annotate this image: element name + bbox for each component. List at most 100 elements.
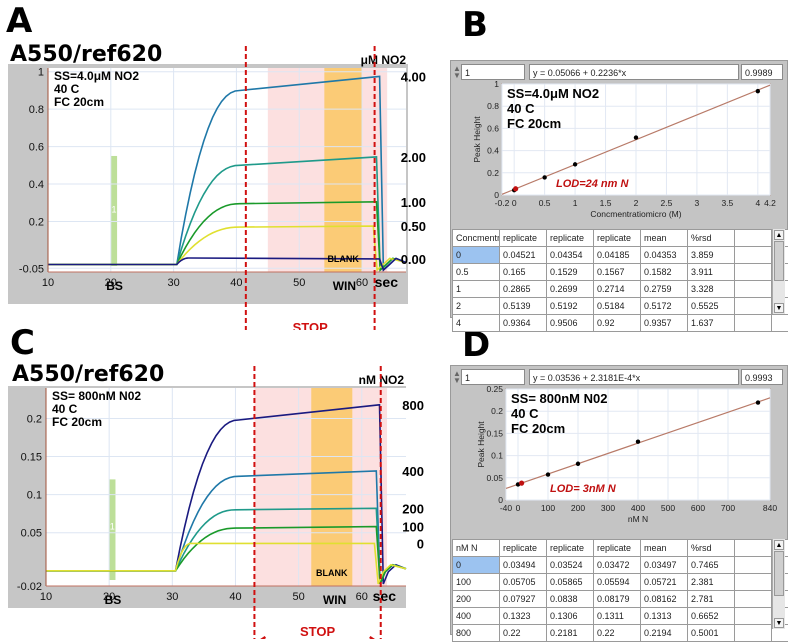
column-header[interactable]: replicate bbox=[547, 540, 594, 557]
y-tick-label: 0.1 bbox=[27, 490, 42, 502]
table-cell[interactable]: 0.9357 bbox=[641, 315, 688, 332]
table-cell[interactable]: 200 bbox=[453, 591, 500, 608]
table-cell[interactable]: 3.328 bbox=[688, 281, 735, 298]
table-cell[interactable]: 0.165 bbox=[500, 264, 547, 281]
table-cell[interactable]: 0.05594 bbox=[594, 574, 641, 591]
fit-equation-field[interactable]: y = 0.03536 + 2.3181E-4*x bbox=[529, 369, 739, 385]
table-cell[interactable]: 0.1567 bbox=[594, 264, 641, 281]
table-cell[interactable]: 0.2714 bbox=[594, 281, 641, 298]
scroll-down-icon[interactable]: ▼ bbox=[774, 618, 784, 628]
table-cell[interactable]: 0.5 bbox=[453, 264, 500, 281]
table-cell[interactable] bbox=[735, 591, 772, 608]
column-header[interactable]: mean bbox=[641, 540, 688, 557]
table-cell[interactable]: 0.5184 bbox=[594, 298, 641, 315]
table-cell[interactable] bbox=[735, 281, 772, 298]
table-cell[interactable]: 0.07927 bbox=[500, 591, 547, 608]
table-cell[interactable]: 0.2699 bbox=[547, 281, 594, 298]
fit-equation-field[interactable]: y = 0.05066 + 0.2236*x bbox=[529, 64, 739, 80]
table-cell[interactable] bbox=[772, 315, 788, 332]
table-cell[interactable]: 0 bbox=[453, 247, 500, 264]
table-cell[interactable]: 1.637 bbox=[688, 315, 735, 332]
index-spinner-icon[interactable]: ▲▼ bbox=[453, 65, 459, 79]
scroll-down-icon[interactable]: ▼ bbox=[774, 303, 784, 313]
table-cell[interactable] bbox=[735, 247, 772, 264]
scroll-thumb[interactable] bbox=[774, 551, 784, 596]
scroll-thumb[interactable] bbox=[774, 241, 784, 281]
column-header[interactable] bbox=[735, 230, 772, 247]
table-cell[interactable]: 0 bbox=[453, 557, 500, 574]
table-cell[interactable]: 0.04185 bbox=[594, 247, 641, 264]
table-cell[interactable]: 0.1306 bbox=[547, 608, 594, 625]
table-cell[interactable]: 2.381 bbox=[688, 574, 735, 591]
table-cell[interactable]: 0.1313 bbox=[641, 608, 688, 625]
fit-index-field[interactable]: 1 bbox=[461, 369, 525, 385]
table-cell[interactable]: 0.9506 bbox=[547, 315, 594, 332]
column-header[interactable]: replicate bbox=[547, 230, 594, 247]
column-header[interactable]: %rsd bbox=[688, 230, 735, 247]
table-cell[interactable]: 0.04354 bbox=[547, 247, 594, 264]
table-b-scrollbar[interactable]: ▲ ▼ bbox=[772, 229, 785, 314]
column-header[interactable]: nM N bbox=[453, 540, 500, 557]
table-cell[interactable]: 400 bbox=[453, 608, 500, 625]
column-header[interactable]: replicate bbox=[500, 540, 547, 557]
table-cell[interactable] bbox=[735, 574, 772, 591]
table-d-scrollbar[interactable]: ▲ ▼ bbox=[772, 539, 785, 629]
table-cell[interactable]: 0.03494 bbox=[500, 557, 547, 574]
table-cell[interactable] bbox=[735, 608, 772, 625]
table-cell[interactable]: 0.1529 bbox=[547, 264, 594, 281]
column-header[interactable]: replicate bbox=[500, 230, 547, 247]
table-cell[interactable] bbox=[735, 557, 772, 574]
table-cell[interactable]: 0.7465 bbox=[688, 557, 735, 574]
table-cell[interactable]: 1 bbox=[453, 281, 500, 298]
table-cell[interactable]: 0.1582 bbox=[641, 264, 688, 281]
table-cell[interactable]: 0.2865 bbox=[500, 281, 547, 298]
annotation-line: 40 C bbox=[507, 101, 535, 116]
y-tick-label: 0.2 bbox=[487, 168, 499, 178]
column-header[interactable]: replicate bbox=[594, 540, 641, 557]
column-header[interactable]: Concmentra bbox=[453, 230, 500, 247]
table-cell[interactable] bbox=[735, 264, 772, 281]
table-cell[interactable]: 2 bbox=[453, 298, 500, 315]
table-cell[interactable]: 0.5139 bbox=[500, 298, 547, 315]
table-cell[interactable]: 0.1323 bbox=[500, 608, 547, 625]
table-cell[interactable]: 0.6652 bbox=[688, 608, 735, 625]
table-cell[interactable]: 0.2759 bbox=[641, 281, 688, 298]
table-cell[interactable]: 0.0838 bbox=[547, 591, 594, 608]
fit-r-value-field[interactable]: 0.9993 bbox=[741, 369, 783, 385]
table-cell[interactable]: 3.911 bbox=[688, 264, 735, 281]
lod-label: LOD= 3nM N bbox=[550, 483, 617, 495]
table-cell[interactable]: 0.05865 bbox=[547, 574, 594, 591]
table-cell[interactable]: 0.04521 bbox=[500, 247, 547, 264]
table-cell[interactable]: 0.1311 bbox=[594, 608, 641, 625]
table-cell[interactable]: 4 bbox=[453, 315, 500, 332]
table-cell[interactable]: 0.05721 bbox=[641, 574, 688, 591]
table-cell[interactable]: 0.92 bbox=[594, 315, 641, 332]
table-cell[interactable] bbox=[735, 298, 772, 315]
scroll-up-icon[interactable]: ▲ bbox=[774, 230, 784, 240]
column-header[interactable]: replicate bbox=[594, 230, 641, 247]
table-cell[interactable]: 0.9364 bbox=[500, 315, 547, 332]
table-cell[interactable]: 0.08179 bbox=[594, 591, 641, 608]
table-cell[interactable]: 0.5525 bbox=[688, 298, 735, 315]
y-tick-label: 0.8 bbox=[487, 101, 499, 111]
table-cell[interactable] bbox=[735, 315, 772, 332]
table-cell[interactable]: 0.05705 bbox=[500, 574, 547, 591]
fit-r-value-field[interactable]: 0.9989 bbox=[741, 64, 783, 80]
table-cell[interactable]: 0.08162 bbox=[641, 591, 688, 608]
fit-index-field[interactable]: 1 bbox=[461, 64, 525, 80]
table-cell[interactable]: 0.03524 bbox=[547, 557, 594, 574]
table-cell[interactable]: 0.5192 bbox=[547, 298, 594, 315]
table-cell[interactable]: 0.5172 bbox=[641, 298, 688, 315]
table-cell[interactable]: 0.03497 bbox=[641, 557, 688, 574]
scroll-up-icon[interactable]: ▲ bbox=[774, 540, 784, 550]
table-cell[interactable]: 2.781 bbox=[688, 591, 735, 608]
table-cell[interactable]: 0.03472 bbox=[594, 557, 641, 574]
column-header[interactable]: mean bbox=[641, 230, 688, 247]
table-cell[interactable]: 0.04353 bbox=[641, 247, 688, 264]
table-cell[interactable]: 3.859 bbox=[688, 247, 735, 264]
column-header[interactable] bbox=[735, 540, 772, 557]
table-cell[interactable]: 100 bbox=[453, 574, 500, 591]
index-spinner-icon[interactable]: ▲▼ bbox=[453, 370, 459, 384]
column-header[interactable]: %rsd bbox=[688, 540, 735, 557]
